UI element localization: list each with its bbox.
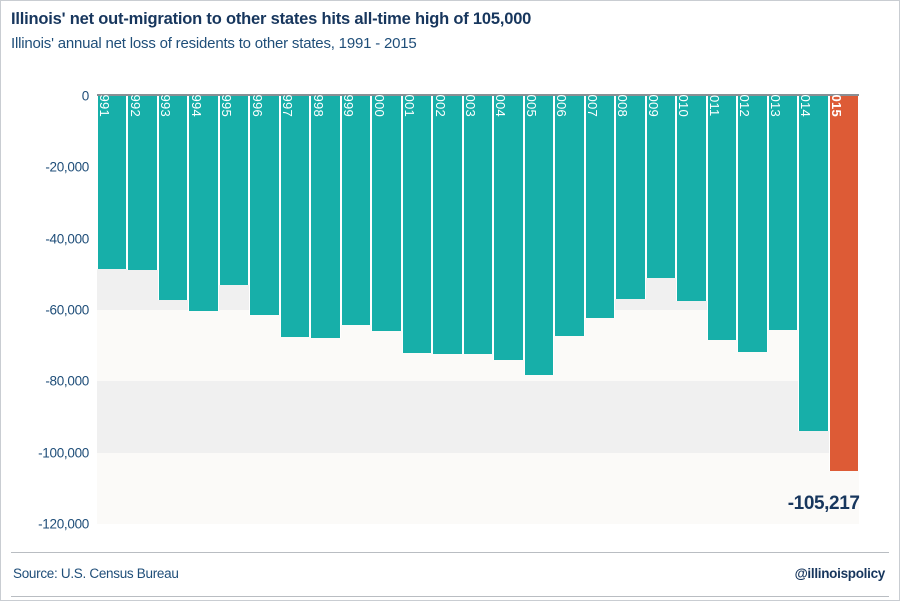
- bar-label-1997: 1997: [280, 86, 296, 118]
- bar-label-1995: 1995: [219, 86, 235, 118]
- bar-label-2005: 2005: [523, 86, 539, 118]
- bar-2006[interactable]: 2006: [554, 87, 585, 336]
- social-handle: @illinoispolicy: [794, 566, 886, 581]
- footer-divider-top: [11, 552, 889, 553]
- y-axis-tick-label: -60,000: [45, 302, 89, 318]
- plot-area: 1991 1992 1993 1994 1995 1996 1997 1998 1999 2000…: [97, 87, 860, 524]
- bar-2001[interactable]: 2001: [401, 87, 433, 353]
- bar-label-2014: 2014: [798, 86, 814, 118]
- bar-1993[interactable]: 1993: [157, 87, 189, 300]
- bar-label-2001: 2001: [402, 86, 418, 118]
- bar-2004[interactable]: 2004: [493, 87, 524, 360]
- bar-label-1993: 1993: [158, 86, 174, 118]
- bar-2009[interactable]: 2009: [645, 87, 677, 278]
- bar-label-1992: 1992: [127, 86, 143, 118]
- bar-label-1998: 1998: [310, 86, 326, 118]
- bar-label-1996: 1996: [249, 86, 265, 118]
- chart-footer: Source: U.S. Census Bureau @illinoispoli…: [1, 552, 899, 600]
- source-note: Source: U.S. Census Bureau: [13, 566, 179, 581]
- bar-label-1991: 1991: [97, 86, 113, 118]
- bar-2014[interactable]: 2014: [798, 87, 829, 431]
- footer-divider-bottom: [11, 596, 889, 597]
- y-axis-tick-label: -80,000: [45, 373, 89, 389]
- bar-2013[interactable]: 2013: [767, 87, 799, 330]
- bar-series: 1991 1992 1993 1994 1995 1996 1997 1998 1999 2000…: [97, 87, 859, 524]
- bar-label-2011: 2011: [706, 87, 722, 117]
- bar-label-2010: 2010: [676, 86, 692, 118]
- bar-2008[interactable]: 2008: [615, 87, 646, 300]
- bar-2012[interactable]: 2012: [737, 87, 768, 353]
- bar-1999[interactable]: 1999: [340, 87, 372, 325]
- bar-2010[interactable]: 2010: [676, 87, 707, 302]
- bar-label-1994: 1994: [188, 86, 204, 118]
- bar-label-1999: 1999: [341, 86, 357, 118]
- y-axis-tick-label: 0: [81, 88, 90, 104]
- bar-1994[interactable]: 1994: [188, 87, 219, 312]
- bar-label-2008: 2008: [615, 86, 631, 118]
- bar-2005[interactable]: 2005: [523, 87, 555, 376]
- plot-band: [97, 381, 859, 453]
- bar-1997[interactable]: 1997: [279, 87, 311, 337]
- y-axis-tick-label: -40,000: [45, 231, 89, 247]
- y-axis-tick-label: -100,000: [38, 445, 89, 461]
- bar-label-2015: 2015: [828, 86, 844, 118]
- chart-subtitle: Illinois' annual net loss of residents t…: [11, 34, 417, 52]
- bar-label-2000: 2000: [371, 86, 387, 118]
- y-axis-tick-label: -20,000: [45, 159, 89, 175]
- bar-label-2012: 2012: [737, 86, 753, 118]
- bar-2000[interactable]: 2000: [371, 87, 402, 332]
- bar-2007[interactable]: 2007: [584, 87, 616, 318]
- bar-label-2013: 2013: [767, 86, 783, 118]
- bar-label-2004: 2004: [493, 86, 509, 118]
- bar-2015[interactable]: 2015: [828, 87, 859, 472]
- bar-1996[interactable]: 1996: [249, 87, 280, 316]
- page-title: Illinois' net out-migration to other sta…: [11, 10, 532, 28]
- y-axis: 0 -20,000 -40,000 -60,000 -80,000 -100,000 -12…: [1, 71, 89, 551]
- bar-1991[interactable]: 1991: [97, 87, 128, 269]
- chart-area: 0 -20,000 -40,000 -60,000 -80,000 -100,000 -12…: [1, 71, 899, 551]
- bar-label-2007: 2007: [584, 86, 600, 118]
- bar-label-2006: 2006: [554, 86, 570, 118]
- bar-label-2009: 2009: [645, 86, 661, 118]
- bar-label-2003: 2003: [462, 86, 478, 118]
- bar-1998[interactable]: 1998: [310, 87, 341, 338]
- bar-1995[interactable]: 1995: [218, 87, 250, 286]
- bar-2002[interactable]: 2002: [432, 87, 463, 354]
- bar-label-2002: 2002: [432, 86, 448, 118]
- chart-header: Illinois' net out-migration to other sta…: [1, 1, 899, 53]
- y-axis-tick-label: -120,000: [38, 516, 89, 532]
- bar-1992[interactable]: 1992: [127, 87, 158, 271]
- plot-band: [97, 452, 859, 524]
- bar-2011[interactable]: 2011: [706, 87, 738, 341]
- bar-2003[interactable]: 2003: [462, 87, 494, 354]
- value-annotation: -105,217: [787, 493, 860, 515]
- zero-axis-line: [97, 94, 859, 96]
